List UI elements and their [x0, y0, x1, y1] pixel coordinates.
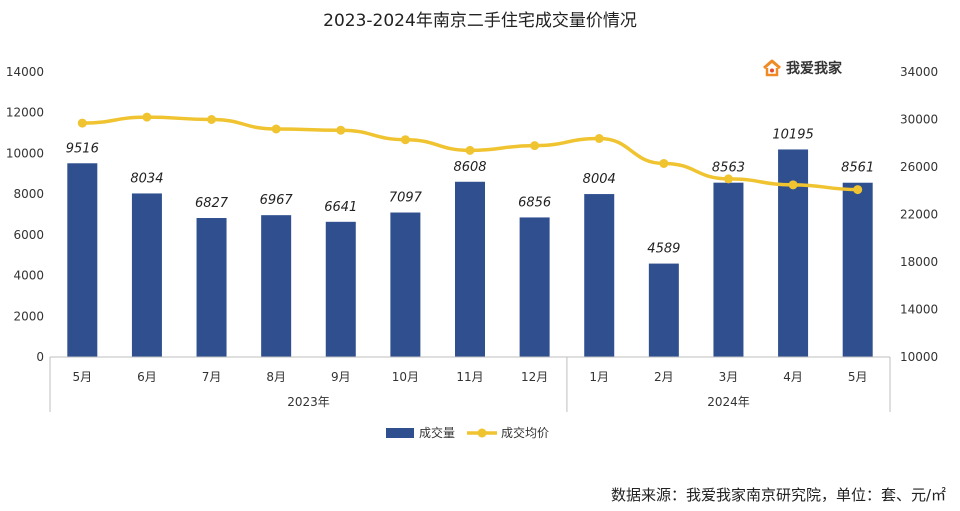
y-left-tick-label: 2000: [13, 309, 44, 323]
bar-data-label: 8608: [453, 160, 486, 175]
bar: [196, 218, 227, 357]
bar: [584, 194, 615, 357]
line-point: [465, 145, 475, 155]
bar-data-label: 8004: [583, 172, 616, 187]
line-point: [723, 174, 733, 184]
bar-data-label: 8034: [130, 171, 163, 186]
line-point: [336, 125, 346, 135]
x-tick-label: 5月: [72, 370, 92, 384]
y-left-tick-label: 12000: [6, 106, 44, 120]
line-point: [271, 124, 281, 134]
x-tick-label: 5月: [848, 370, 868, 384]
y-right-tick-label: 26000: [900, 160, 938, 174]
bar-data-label: 6856: [518, 195, 551, 210]
line-point: [788, 180, 798, 190]
group-label: 2024年: [707, 395, 750, 409]
x-tick-label: 11月: [456, 370, 483, 384]
bar-data-label: 10195: [772, 127, 813, 142]
x-tick-label: 3月: [719, 370, 739, 384]
watermark: 我爱我家: [762, 58, 842, 78]
bar: [325, 221, 356, 357]
group-label: 2023年: [287, 395, 330, 409]
bar-data-label: 4589: [647, 242, 680, 257]
line-point: [853, 185, 863, 195]
x-tick-label: 6月: [137, 370, 157, 384]
bar-data-label: 6827: [195, 196, 229, 211]
x-tick-label: 8月: [266, 370, 286, 384]
bar-data-label: 6967: [260, 193, 294, 208]
x-tick-label: 2月: [654, 370, 674, 384]
line-point: [594, 134, 604, 143]
x-tick-label: 7月: [202, 370, 222, 384]
bar-data-label: 7097: [389, 191, 423, 206]
bar: [390, 212, 421, 357]
watermark-text: 我爱我家: [786, 61, 842, 77]
y-right-tick-label: 30000: [900, 113, 938, 127]
line-point: [77, 118, 87, 128]
x-tick-label: 9月: [331, 370, 351, 384]
bar: [455, 181, 485, 357]
source-note: 数据来源：我爱我家南京研究院，单位：套、元/㎡: [610, 486, 946, 504]
bar: [261, 215, 292, 357]
chart-title: 2023-2024年南京二手住宅成交量价情况: [323, 11, 637, 31]
y-right-tick-label: 34000: [900, 65, 938, 79]
bar: [842, 182, 873, 357]
line-point: [659, 158, 669, 168]
x-tick-label: 10月: [392, 370, 419, 384]
y-right-tick-label: 14000: [900, 303, 938, 317]
house-logo-icon: [763, 59, 781, 77]
y-right-tick-label: 22000: [900, 208, 938, 222]
x-tick-label: 1月: [589, 370, 609, 384]
line-point: [142, 112, 152, 122]
line-point: [207, 115, 217, 124]
bar: [713, 182, 744, 357]
y-left-tick-label: 10000: [6, 146, 44, 160]
x-tick-label: 4月: [783, 370, 803, 384]
y-left-tick-label: 0: [36, 350, 44, 364]
bar: [67, 163, 98, 357]
bar-data-label: 8563: [712, 161, 745, 176]
y-right-tick-label: 18000: [900, 255, 938, 269]
bar: [131, 193, 162, 357]
bar: [519, 217, 550, 357]
line-point: [530, 141, 540, 151]
line-point: [400, 135, 410, 145]
legend-label: 成交均价: [501, 425, 549, 440]
legend-swatch-marker: [477, 428, 487, 438]
legend-swatch-bars: [386, 428, 414, 438]
y-left-tick-label: 4000: [13, 269, 44, 283]
bar-data-label: 9516: [66, 141, 99, 156]
y-right-tick-label: 10000: [900, 350, 938, 364]
y-left-tick-label: 6000: [13, 228, 44, 242]
bar-data-label: 6641: [324, 200, 357, 215]
y-left-tick-label: 8000: [13, 187, 44, 201]
bar: [648, 263, 679, 357]
y-left-tick-label: 14000: [6, 65, 44, 79]
bar-data-label: 8561: [841, 161, 874, 176]
legend-label: 成交量: [419, 425, 455, 440]
x-tick-label: 12月: [521, 370, 548, 384]
